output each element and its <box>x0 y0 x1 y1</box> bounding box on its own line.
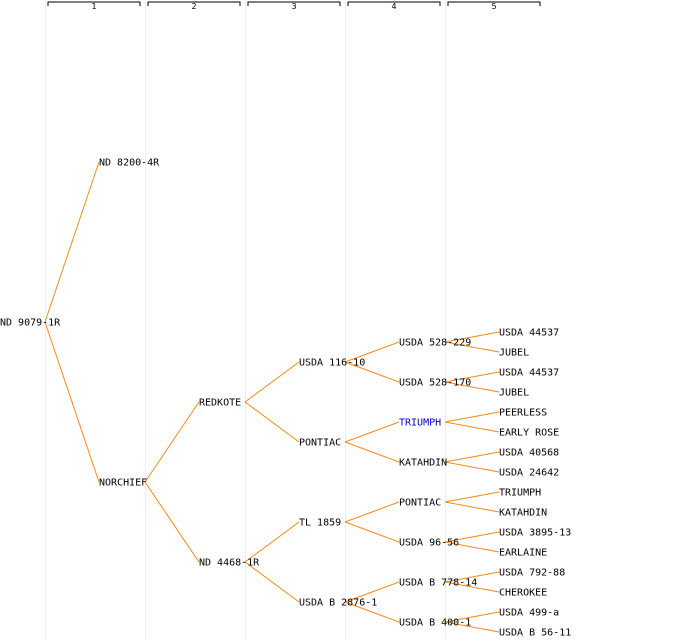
pedigree-edge <box>444 341 500 353</box>
pedigree-node: USDA 24642 <box>499 468 559 479</box>
pedigree-edge <box>444 621 500 633</box>
pedigree-edge <box>244 401 300 443</box>
pedigree-edge <box>344 501 400 523</box>
node-labels: ND 9079-1R ND 8200-4R NORCHIEF REDKOTE USDA … <box>0 158 571 639</box>
pedigree-node: USDA 792-88 <box>499 568 565 579</box>
pedigree-edge <box>444 611 500 623</box>
pedigree-edge <box>444 381 500 393</box>
pedigree-node: PONTIAC <box>399 498 441 509</box>
pedigree-edge <box>444 501 500 513</box>
pedigree-node: PONTIAC <box>299 438 341 449</box>
column-number: 2 <box>191 2 196 11</box>
pedigree-node: USDA 44537 <box>499 328 559 339</box>
column-number: 1 <box>91 2 96 11</box>
pedigree-node: USDA 96-56 <box>399 538 459 549</box>
pedigree-node: USDA 44537 <box>499 368 559 379</box>
pedigree-node: TL 1859 <box>299 518 341 529</box>
pedigree-node: ND 4468-1R <box>199 558 260 569</box>
pedigree-node: TRIUMPH <box>399 418 441 429</box>
pedigree-node: EARLAINE <box>499 548 547 559</box>
pedigree-node: ND 8200-4R <box>99 158 160 169</box>
pedigree-node: JUBEL <box>499 388 529 399</box>
column-bracket <box>247 1 341 6</box>
pedigree-edge <box>444 581 500 593</box>
pedigree-node: USDA B 778-14 <box>399 578 477 589</box>
edges <box>44 161 500 633</box>
pedigree-node: EARLY ROSE <box>499 428 559 439</box>
pedigree-edge <box>344 521 400 543</box>
pedigree-edge <box>444 531 500 543</box>
pedigree-edge <box>444 371 500 383</box>
pedigree-edge <box>444 571 500 583</box>
pedigree-node: REDKOTE <box>199 398 241 409</box>
pedigree-edge <box>244 521 300 563</box>
pedigree-edge <box>444 421 500 433</box>
pedigree-node: USDA B 2876-1 <box>299 598 377 609</box>
column-bracket <box>347 1 441 6</box>
pedigree-edge <box>144 481 200 563</box>
column-bracket <box>447 1 541 6</box>
pedigree-node: USDA B 56-11 <box>499 628 571 639</box>
pedigree-node: USDA 3895-13 <box>499 528 571 539</box>
pedigree-node: USDA B 400-1 <box>399 618 471 629</box>
pedigree-node: JUBEL <box>499 348 529 359</box>
pedigree-edge <box>344 581 400 603</box>
column-bracket <box>147 1 241 6</box>
pedigree-edge <box>44 321 100 483</box>
column-grid <box>45 0 446 640</box>
pedigree-node: KATAHDIN <box>499 508 547 519</box>
pedigree-edge <box>244 361 300 403</box>
column-number: 3 <box>291 2 296 11</box>
pedigree-edge <box>344 601 400 623</box>
pedigree-node: NORCHIEF <box>99 478 147 489</box>
pedigree-node: ND 9079-1R <box>0 318 61 329</box>
column-number: 4 <box>391 2 396 11</box>
pedigree-edge <box>244 561 300 603</box>
pedigree-edge <box>444 541 500 553</box>
pedigree-edge <box>444 331 500 343</box>
pedigree-node: USDA 528-229 <box>399 338 471 349</box>
pedigree-edge <box>444 461 500 473</box>
pedigree-node: USDA 40568 <box>499 448 559 459</box>
column-number: 5 <box>491 2 496 11</box>
pedigree-edge <box>344 341 400 363</box>
pedigree-node: USDA 116-10 <box>299 358 365 369</box>
pedigree-edge <box>444 451 500 463</box>
pedigree-edge <box>344 361 400 383</box>
pedigree-node: USDA 528-170 <box>399 378 471 389</box>
pedigree-node: KATAHDIN <box>399 458 447 469</box>
pedigree-edge <box>344 421 400 443</box>
pedigree-node: TRIUMPH <box>499 488 541 499</box>
pedigree-node: CHEROKEE <box>499 588 547 599</box>
generation-header: 1 2 3 4 5 <box>47 1 541 11</box>
pedigree-node: USDA 499-a <box>499 608 559 619</box>
pedigree-edge <box>144 401 200 483</box>
pedigree-edge <box>344 441 400 463</box>
pedigree-edge <box>44 161 100 323</box>
pedigree-node: PEERLESS <box>499 408 547 419</box>
pedigree-edge <box>444 411 500 423</box>
pedigree-edge <box>444 491 500 503</box>
column-bracket <box>47 1 141 6</box>
